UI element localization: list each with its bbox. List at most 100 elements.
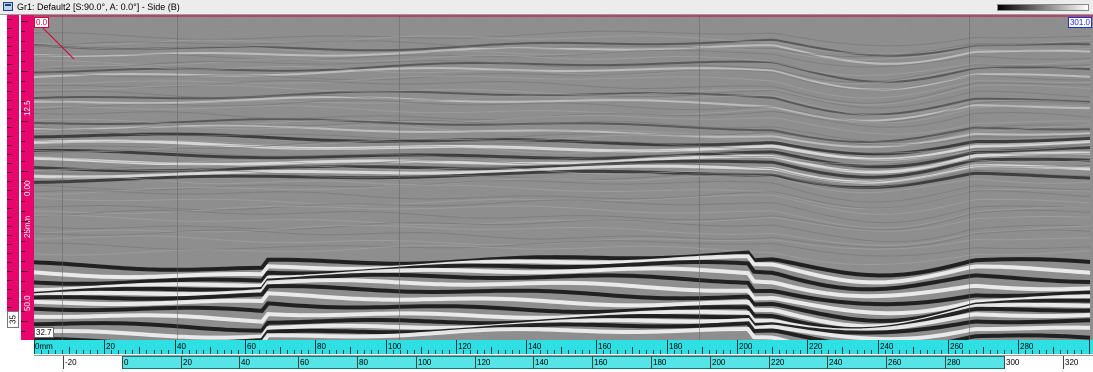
scan-axis-tick [203, 350, 204, 354]
depth-label-2: 0.00 [23, 180, 32, 196]
index-axis-tick [886, 356, 887, 369]
index-axis-tick [1004, 356, 1005, 369]
scan-axis-tick [1067, 350, 1068, 354]
end-cursor-label[interactable]: 301.0 [1067, 17, 1092, 28]
left-ruler-tick [7, 28, 12, 29]
scan-axis-label: 260 [950, 342, 964, 351]
index-axis-label: 160 [594, 358, 608, 367]
depth-ruler[interactable]: 12.5 0.00 25mm 50.0 [21, 15, 34, 340]
scan-axis-tick [118, 350, 119, 354]
scan-axis-tick [442, 350, 443, 354]
scan-axis-tick [224, 350, 225, 354]
index-range-band[interactable] [122, 356, 1005, 369]
scan-axis-tick [976, 350, 977, 354]
scan-axis-label: 160 [598, 342, 612, 351]
index-axis-ruler[interactable]: -20 0 20 40 60 80 100 120 140 160 180 200 220 240 260 2… [34, 355, 1093, 370]
depth-ruler-tick [21, 241, 25, 242]
scan-axis-tick [76, 350, 77, 354]
left-ruler-tick [7, 208, 12, 209]
scan-axis-tick [934, 350, 935, 354]
scan-axis-tick [772, 347, 773, 354]
start-cursor-label[interactable]: 0.0 [34, 17, 50, 28]
left-ruler-tick [7, 244, 12, 245]
left-ruler-tick [7, 19, 12, 20]
depth-ruler-tick [21, 191, 25, 192]
scan-axis-tick [294, 350, 295, 354]
scan-axis-tick [526, 340, 527, 354]
scan-axis-tick [857, 350, 858, 354]
scan-axis-tick [132, 350, 133, 354]
scan-axis-tick [97, 350, 98, 354]
depth-ruler-tick [21, 231, 25, 232]
index-axis-tick [945, 356, 946, 369]
scan-axis-tick [273, 350, 274, 354]
scan-axis-tick [1089, 340, 1090, 354]
scan-axis-tick [456, 340, 457, 354]
scan-axis-tick [807, 340, 808, 354]
left-ruler-tick [7, 64, 12, 65]
scan-axis-tick [716, 350, 717, 354]
scan-axis-unit: 0mm [35, 342, 53, 351]
left-ruler-tick [7, 190, 12, 191]
scan-axis-tick [885, 350, 886, 354]
index-axis-tick [1063, 356, 1064, 369]
scan-axis-tick [146, 350, 147, 354]
view-title: Gr1: Default2 [S:90.0°, A: 0.0°] - Side … [17, 2, 180, 12]
scan-axis-tick [1081, 350, 1082, 354]
depth-ruler-tick [21, 321, 28, 322]
scan-axis-tick [139, 347, 140, 354]
scan-axis-tick [779, 350, 780, 354]
scan-axis-tick [737, 340, 738, 354]
scan-axis-tick [625, 350, 626, 354]
scan-axis-tick [245, 340, 246, 354]
scan-axis-tick [871, 350, 872, 354]
scan-axis-tick [210, 347, 211, 354]
left-ruler-tick [7, 109, 12, 110]
bscan-image[interactable] [34, 15, 1093, 340]
scan-axis-tick [730, 350, 731, 354]
scan-axis-label: 100 [388, 342, 402, 351]
scan-axis-tick [906, 350, 907, 354]
scan-axis-tick [1060, 350, 1061, 354]
index-axis-label: 260 [888, 358, 902, 367]
scan-axis-tick [814, 350, 815, 354]
scan-axis-tick [83, 350, 84, 354]
left-ruler-tick [7, 298, 12, 299]
scan-axis-tick [610, 350, 611, 354]
left-ruler-tick [7, 181, 12, 182]
scan-axis-tick [617, 350, 618, 354]
index-axis-tick [533, 356, 534, 369]
scan-axis-tick [589, 350, 590, 354]
index-axis-tick [651, 356, 652, 369]
left-ruler-tick [7, 163, 12, 164]
left-ruler-tick [7, 262, 12, 263]
left-ruler-bottom-value: 35 [7, 311, 19, 328]
index-axis-label: 300 [1006, 358, 1020, 367]
left-ruler-tick [7, 289, 12, 290]
scan-axis-tick [484, 350, 485, 354]
scan-axis-tick [899, 350, 900, 354]
scan-axis-tick [1046, 350, 1047, 354]
scan-axis-tick [793, 350, 794, 354]
left-amplitude-ruler[interactable] [7, 15, 19, 328]
color-palette-bar[interactable] [997, 4, 1089, 11]
window-icon[interactable] [3, 2, 13, 11]
scan-axis-tick [252, 350, 253, 354]
index-axis-tick [475, 356, 476, 369]
scan-axis-tick [568, 350, 569, 354]
title-bar[interactable]: Gr1: Default2 [S:90.0°, A: 0.0°] - Side … [0, 0, 1093, 15]
scan-axis-tick [266, 350, 267, 354]
left-ruler-tick [7, 127, 12, 128]
scan-axis-tick [414, 350, 415, 354]
scan-axis-tick [48, 350, 49, 354]
depth-ruler-tick [21, 61, 25, 62]
scan-axis-tick [765, 350, 766, 354]
bscan-noise [34, 15, 1093, 340]
scan-axis-ruler[interactable]: 0mm 20 40 60 80 100 120 140 160 180 200 220 240 260 2… [34, 340, 1093, 354]
scan-axis-label: 80 [317, 342, 326, 351]
scan-axis-tick [301, 350, 302, 354]
scan-axis-tick [55, 350, 56, 354]
scan-axis-tick [435, 350, 436, 354]
scan-axis-tick [702, 347, 703, 354]
scan-axis-tick [632, 347, 633, 354]
